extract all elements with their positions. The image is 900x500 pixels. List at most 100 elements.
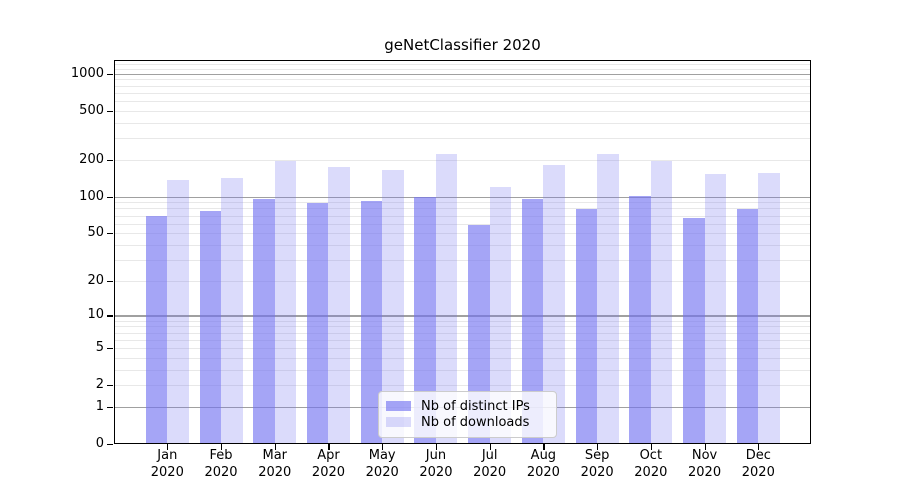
x-tick-month: Jul	[481, 448, 498, 463]
plot-area: Nb of distinct IPs Nb of downloads	[114, 60, 811, 444]
x-tick-month: Oct	[639, 448, 663, 463]
x-tick-mark-apr	[328, 444, 330, 450]
gridline-minor-60	[114, 223, 811, 225]
y-tick-label-2: 2	[95, 377, 104, 393]
x-tick-mark-oct	[650, 444, 653, 450]
x-tick-month: Mar	[262, 448, 288, 463]
x-tick-label-aug: Aug 2020	[515, 448, 571, 481]
x-tick-label-nov: Nov 2020	[677, 448, 733, 481]
y-tick-mark-20	[107, 280, 113, 283]
x-tick-mark-sep	[597, 444, 599, 450]
legend: Nb of distinct IPs Nb of downloads	[378, 391, 557, 438]
y-tick-label-200: 200	[79, 151, 104, 167]
gridline-minor-90	[114, 202, 811, 204]
bar-distinct-ips-mar	[253, 198, 275, 444]
gridline-minor-800	[114, 85, 811, 87]
gridline-minor-40	[114, 244, 811, 246]
x-tick-label-jan: Jan 2020	[139, 448, 195, 481]
gridline-minor-7	[114, 332, 811, 334]
y-tick-mark-200	[107, 159, 113, 161]
bar-downloads-jul	[489, 187, 512, 444]
bar-downloads-feb	[221, 177, 243, 444]
x-tick-year: 2020	[634, 464, 668, 480]
x-tick-month: May	[368, 448, 396, 463]
gridline-minor-70	[114, 215, 811, 217]
legend-label-downloads: Nb of downloads	[421, 414, 530, 430]
x-tick-label-may: May 2020	[354, 448, 410, 481]
x-tick-year: 2020	[311, 464, 346, 480]
gridline-minor-300	[114, 138, 811, 140]
x-tick-year: 2020	[580, 464, 614, 480]
x-tick-mark-jul	[489, 444, 491, 450]
x-tick-month: Feb	[209, 448, 233, 463]
gridline-minor-9	[114, 320, 811, 322]
y-tick-mark-2	[107, 385, 113, 387]
x-tick-month: Dec	[745, 448, 771, 463]
x-tick-mark-feb	[221, 444, 223, 450]
x-tick-label-mar: Mar 2020	[247, 448, 303, 481]
gridline-minor-500	[114, 110, 811, 112]
bar-distinct-ips-dec	[736, 208, 759, 444]
bar-distinct-ips-aug	[521, 198, 544, 444]
x-tick-mark-aug	[543, 444, 545, 450]
gridline-minor-3	[114, 369, 811, 371]
legend-item-downloads: Nb of downloads	[386, 414, 548, 430]
y-tick-mark-1000	[107, 73, 113, 75]
x-tick-year: 2020	[258, 464, 292, 480]
x-tick-label-sep: Sep 2020	[569, 448, 625, 481]
bar-downloads-jun	[435, 153, 458, 444]
x-tick-label-jul: Jul 2020	[462, 448, 518, 481]
bar-downloads-oct	[650, 160, 673, 444]
gridline-minor-20	[114, 280, 811, 282]
x-tick-year: 2020	[204, 464, 238, 480]
gridline-minor-4	[114, 357, 811, 359]
x-tick-mark-may	[382, 444, 384, 450]
bar-downloads-mar	[274, 160, 297, 444]
x-tick-year: 2020	[419, 464, 453, 480]
x-tick-label-jun: Jun 2020	[408, 448, 464, 481]
y-tick-label-50: 50	[87, 225, 104, 241]
x-tick-year: 2020	[526, 464, 560, 480]
chart-title: geNetClassifier 2020	[384, 36, 541, 54]
legend-label-distinct-ips: Nb of distinct IPs	[421, 398, 530, 414]
gridline-minor-5	[114, 347, 811, 349]
y-tick-mark-5	[107, 347, 113, 350]
x-tick-month: Aug	[530, 448, 557, 463]
y-tick-label-500: 500	[79, 102, 104, 118]
x-tick-label-oct: Oct 2020	[623, 448, 679, 481]
x-tick-mark-jun	[435, 444, 438, 450]
bar-distinct-ips-sep	[575, 209, 598, 444]
x-tick-label-feb: Feb 2020	[193, 448, 249, 481]
gridline-major-1000	[114, 73, 811, 75]
gridline-minor-200	[114, 159, 811, 161]
bar-distinct-ips-feb	[199, 211, 222, 444]
x-tick-mark-dec	[758, 444, 760, 450]
gridline-minor-900	[114, 79, 811, 81]
x-tick-month: Jun	[425, 448, 447, 463]
gridline-minor-6	[114, 339, 811, 341]
gridline-minor-1200	[114, 63, 811, 65]
x-tick-month: Jan	[157, 448, 178, 463]
x-tick-mark-mar	[274, 444, 276, 450]
y-tick-label-10: 10	[87, 307, 104, 323]
gridline-major-100	[114, 196, 811, 198]
x-tick-year: 2020	[741, 464, 775, 480]
x-tick-year: 2020	[688, 464, 722, 480]
y-tick-label-0: 0	[95, 436, 104, 451]
y-tick-label-100: 100	[79, 188, 104, 204]
y-tick-mark-50	[107, 233, 113, 235]
gridline-minor-30	[114, 259, 811, 261]
x-tick-month: Nov	[691, 448, 718, 463]
x-tick-label-apr: Apr 2020	[300, 448, 356, 481]
gridline-minor-8	[114, 326, 811, 328]
gridline-minor-1100	[114, 68, 811, 70]
gridline-minor-600	[114, 101, 811, 103]
y-tick-label-20: 20	[87, 272, 104, 288]
bar-downloads-aug	[543, 164, 565, 444]
y-tick-mark-10	[107, 315, 113, 317]
x-tick-year: 2020	[150, 464, 184, 480]
y-tick-mark-100	[107, 196, 113, 198]
bar-distinct-ips-nov	[683, 217, 705, 444]
bar-distinct-ips-oct	[629, 195, 651, 444]
